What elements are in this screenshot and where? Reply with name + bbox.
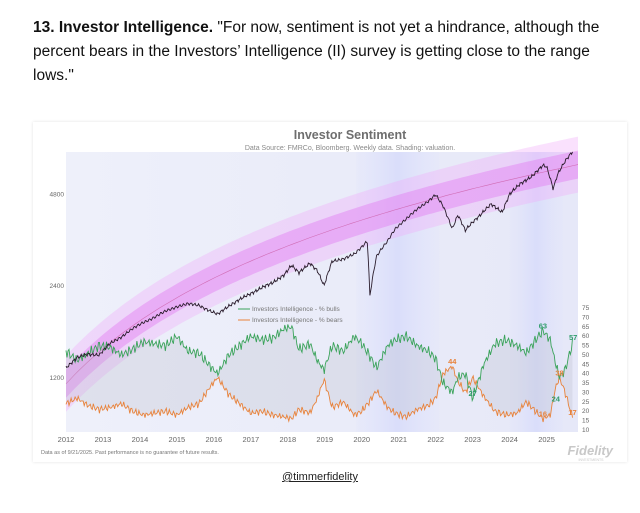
right-tick-label: 65 [582,324,590,331]
right-tick-label: 70 [582,314,590,321]
right-tick-label: 10 [582,427,590,434]
bulls-bears-fill [66,324,573,422]
index-series-line [65,151,573,369]
twitter-handle-link[interactable]: @timmerfidelity [282,471,358,483]
x-tick-label: 2018 [279,435,296,444]
chart-subtitle: Data Source: FMRCo, Bloomberg. Weekly da… [245,145,455,152]
chart-legend: Investors Intelligence - % bulls Investor… [238,306,343,324]
bears-series-line [65,365,573,423]
caption: 13. Investor Intelligence. "For now, sen… [33,16,623,88]
shaded-period-2 [509,152,564,432]
right-tick-label: 55 [582,343,590,350]
x-tick-label: 2013 [95,435,112,444]
x-tick-label: 2022 [427,435,444,444]
right-tick-label: 50 [582,352,590,359]
caption-heading: 13. Investor Intelligence. [33,19,214,36]
x-tick-label: 2023 [464,435,481,444]
x-tick-label: 2012 [58,435,75,444]
annotation-label: 38 [555,368,563,377]
right-axis-ticks: 10 15 20 25 30 35 40 45 50 55 60 65 70 75 [582,305,590,434]
x-tick-label: 2020 [353,435,370,444]
chart-card: Investor Sentiment Data Source: FMRCo, B… [33,122,627,462]
investor-sentiment-chart: Investor Sentiment Data Source: FMRCo, B… [41,128,614,462]
bulls-series-line [65,324,573,403]
right-tick-label: 40 [582,371,590,378]
left-tick-label: 2400 [50,283,65,290]
left-axis-ticks: 1200 2400 4800 [50,191,65,382]
annotation-label: 27 [468,389,476,398]
fidelity-logo-tagline: INVESTMENTS [579,458,605,462]
x-tick-label: 2024 [501,435,518,444]
x-tick-label: 2019 [316,435,333,444]
chart-footnote: Data as of 9/21/2025. Past performance i… [41,450,219,456]
right-tick-label: 35 [582,380,590,387]
valuation-band-outer [66,136,578,412]
right-tick-label: 20 [582,408,590,415]
right-tick-label: 30 [582,389,590,396]
legend-entry: Investors Intelligence - % bulls [252,306,341,313]
annotation-label: 63 [539,322,547,331]
right-tick-label: 60 [582,333,590,340]
chart-annotations: 63 57 44 27 38 24 16 17 [448,322,577,419]
right-tick-label: 25 [582,399,590,406]
left-tick-label: 1200 [50,375,65,382]
x-tick-label: 2016 [206,435,223,444]
valuation-band-inner [66,150,578,398]
annotation-label: 44 [448,357,457,366]
x-tick-label: 2014 [132,435,149,444]
caption-quote: "For now, sentiment is not yet a hindran… [33,19,600,84]
annotation-label: 57 [569,333,577,342]
valuation-band-center-line [65,164,579,385]
annotation-label: 16 [539,410,547,419]
left-tick-label: 4800 [50,191,65,198]
right-tick-label: 75 [582,305,590,312]
x-tick-label: 2017 [242,435,259,444]
annotation-label: 24 [552,395,561,404]
chart-title: Investor Sentiment [294,128,407,142]
right-tick-label: 15 [582,418,590,425]
annotation-label: 17 [568,408,576,417]
x-tick-label: 2021 [390,435,407,444]
right-tick-label: 45 [582,361,590,368]
legend-entry: Investors Intelligence - % bears [252,317,343,324]
x-tick-label: 2025 [538,435,555,444]
fidelity-logo: Fidelity [567,443,613,458]
x-axis-ticks: 2012 2013 2014 2015 2016 2017 2018 2019 2020 2021… [58,435,555,444]
x-tick-label: 2015 [169,435,186,444]
